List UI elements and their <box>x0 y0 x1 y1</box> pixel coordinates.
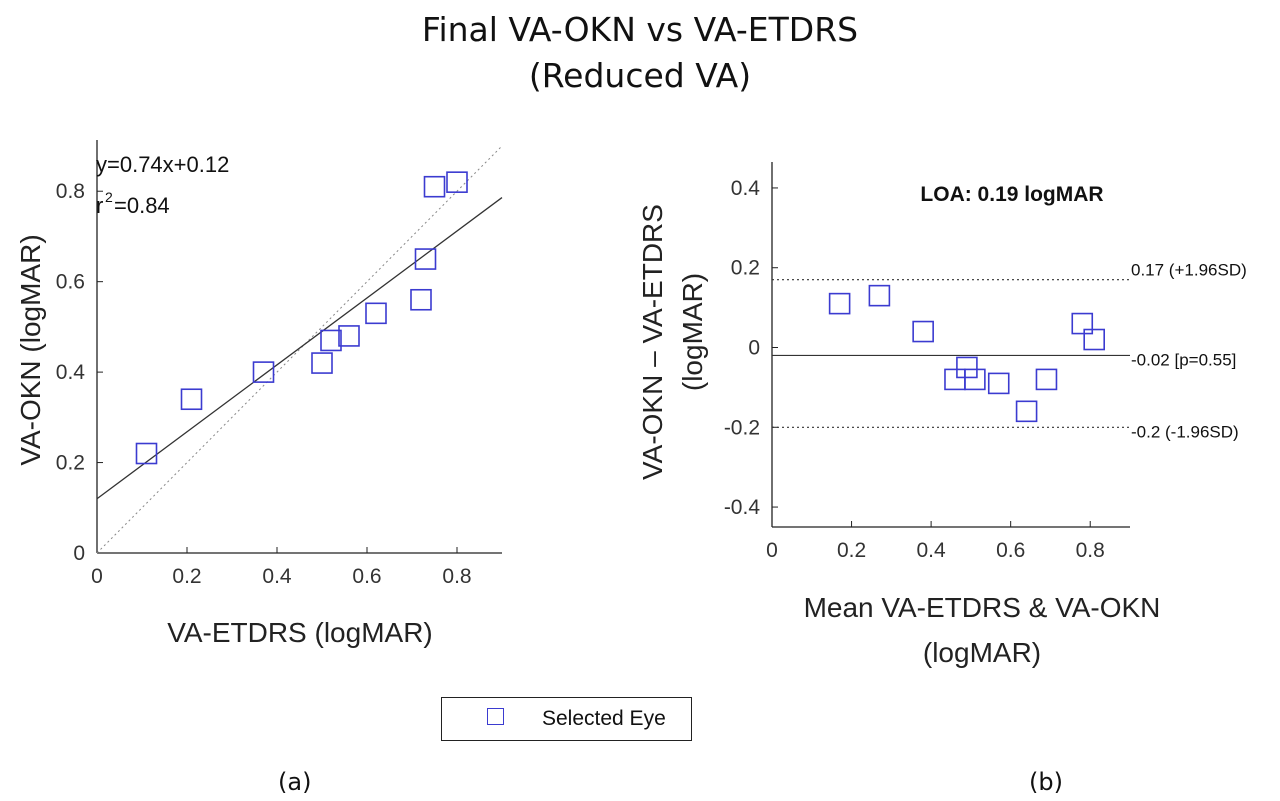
b-y-tick-label: 0.2 <box>731 257 760 280</box>
b-y-axis-label-line1: VA-OKN – VA-ETDRS <box>637 204 668 480</box>
b-x-axis-label-line2: (logMAR) <box>923 637 1041 668</box>
a-fit-line <box>96 197 503 500</box>
a-identity-line <box>96 145 503 554</box>
a-data-point <box>446 171 468 193</box>
a-r-symbol: r <box>96 193 103 218</box>
a-data-point <box>410 288 432 311</box>
b-data-point <box>868 284 891 307</box>
a-data-point <box>135 442 158 465</box>
b-y-tick-label: 0.4 <box>731 177 761 200</box>
b-data-point <box>1071 312 1094 335</box>
a-data-point <box>320 329 342 352</box>
a-y-tick-label: 0.6 <box>56 271 85 294</box>
a-data-point <box>365 302 387 325</box>
a-x-tick-label: 0.8 <box>442 565 471 588</box>
a-x-tick-label: 0.4 <box>262 565 292 588</box>
b-x-tick-label: 0.6 <box>996 539 1025 562</box>
b-data-point <box>964 368 986 391</box>
b-data-point <box>912 320 934 343</box>
panel-b-tag: (b) <box>1029 768 1063 796</box>
b-data-point <box>1015 400 1038 423</box>
a-x-axis-label: VA-ETDRS (logMAR) <box>167 617 433 648</box>
b-reference-label: -0.2 (-1.96SD) <box>1131 422 1239 441</box>
b-x-tick-label: 0.2 <box>837 539 866 562</box>
b-y-axis-label-line2: (logMAR) <box>677 273 708 391</box>
a-r-exponent: 2 <box>105 189 113 205</box>
b-reference-label: -0.02 [p=0.55] <box>1131 350 1236 369</box>
a-y-tick-label: 0.8 <box>56 180 85 203</box>
figure-title-line2: (Reduced VA) <box>528 56 752 95</box>
a-y-tick-label: 0.2 <box>56 452 85 475</box>
a-x-tick-label: 0.6 <box>352 565 381 588</box>
a-x-tick-label: 0 <box>91 565 103 588</box>
panel-a-tag: (a) <box>278 768 312 796</box>
b-data-point <box>944 368 966 391</box>
b-data-point <box>987 372 1010 395</box>
a-data-point <box>180 388 203 411</box>
b-data-point <box>956 356 978 379</box>
a-equation-annotation: y=0.74x+0.12 <box>96 152 229 177</box>
b-data-point <box>1083 328 1105 351</box>
a-data-point <box>414 248 437 270</box>
b-y-tick-label: -0.4 <box>724 496 761 519</box>
a-data-point <box>311 352 333 374</box>
b-x-tick-label: 0.8 <box>1076 539 1105 562</box>
a-r-value: =0.84 <box>114 193 170 218</box>
b-y-tick-label: -0.2 <box>724 416 760 439</box>
a-y-axis-label: VA-OKN (logMAR) <box>15 234 46 465</box>
b-y-tick-label: 0 <box>748 337 760 360</box>
a-y-tick-label: 0 <box>73 542 85 565</box>
a-data-point <box>338 325 360 347</box>
legend-marker-square-icon <box>487 708 504 725</box>
b-data-point <box>1035 368 1058 391</box>
b-x-tick-label: 0 <box>766 539 778 562</box>
a-y-tick-label: 0.4 <box>56 361 86 384</box>
legend: Selected Eye <box>441 697 692 741</box>
b-x-axis-label-line1: Mean VA-ETDRS & VA-OKN <box>804 592 1161 623</box>
a-x-tick-label: 0.2 <box>172 565 201 588</box>
b-x-tick-label: 0.4 <box>917 539 947 562</box>
figure-title-line1: Final VA-OKN vs VA-ETDRS <box>421 10 859 49</box>
b-reference-label: 0.17 (+1.96SD) <box>1131 261 1247 280</box>
a-data-point <box>423 175 446 198</box>
legend-label: Selected Eye <box>542 707 666 730</box>
a-data-point <box>252 361 275 383</box>
b-loa-annotation: LOA: 0.19 logMAR <box>920 183 1103 206</box>
b-data-point <box>828 292 851 315</box>
